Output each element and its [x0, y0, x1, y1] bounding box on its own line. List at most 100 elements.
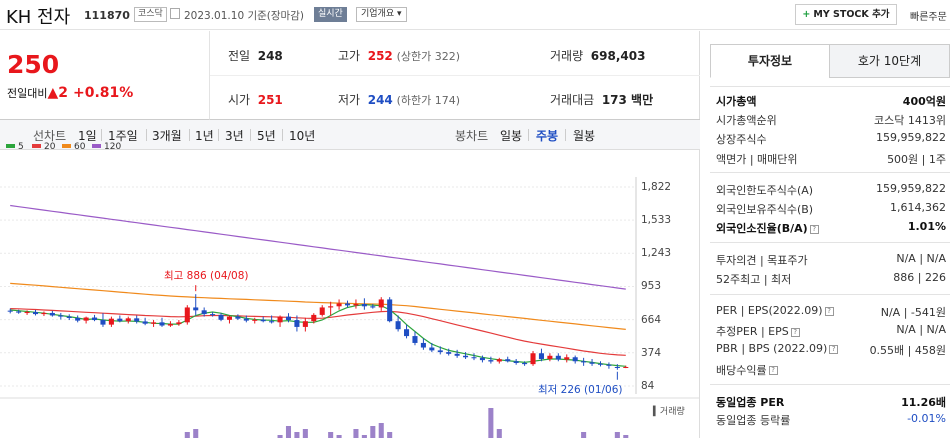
- tab-invest-info[interactable]: 투자정보: [710, 44, 830, 78]
- info-key: 외국인한도주식수(A): [716, 184, 814, 197]
- info-value: 코스닥 1413위: [874, 114, 946, 128]
- info-key: 투자의견 | 목표주가: [716, 254, 808, 267]
- volume-legend: ▍거래량: [653, 407, 685, 417]
- legend-ma120: 120: [92, 142, 121, 152]
- help-icon[interactable]: ?: [768, 366, 778, 376]
- price-change: 전일대비▲2 +0.81%: [7, 85, 133, 101]
- tab-monthly-candle[interactable]: 월봉: [573, 129, 596, 143]
- current-price: 250: [7, 50, 60, 79]
- legend-ma60: 60: [62, 142, 85, 152]
- legend-ma60-swatch: [62, 143, 71, 148]
- tab-weekly-candle[interactable]: 주봉: [536, 129, 559, 143]
- tab-1year[interactable]: 1년: [195, 129, 214, 143]
- info-key: 액면가 | 매매단위: [716, 152, 798, 166]
- realtime-button[interactable]: 실시간: [314, 7, 347, 22]
- volume: 거래량 698,403: [550, 49, 646, 63]
- tab-1day[interactable]: 1일: [78, 129, 97, 143]
- current-price-box: 250 전일대비▲2 +0.81%: [0, 31, 210, 120]
- info-key: PBR | BPS (2022.09)?: [716, 342, 839, 355]
- info-divider: [710, 242, 950, 243]
- reference-date: 2023.01.10 기준(장마감): [184, 10, 304, 22]
- info-key: 배당수익률?: [716, 362, 778, 378]
- up-arrow-icon: ▲: [47, 85, 59, 101]
- quick-order-link[interactable]: 빠른주문: [910, 12, 947, 23]
- company-name: KH 전자: [6, 7, 71, 28]
- help-icon[interactable]: ?: [809, 224, 819, 234]
- info-key: 동일업종 등락률: [716, 414, 791, 427]
- info-value: 500원 | 1주: [887, 152, 946, 166]
- info-divider: [710, 384, 950, 385]
- y-tick-label: 664: [641, 314, 662, 326]
- info-divider: [710, 86, 950, 87]
- tab-1week[interactable]: 1주일: [108, 129, 138, 143]
- price-summary: 전일 248 고가 252 (상한가 322) 거래량 698,403 시가 2…: [210, 31, 700, 120]
- tab-10year[interactable]: 10년: [289, 129, 316, 143]
- info-divider: [710, 172, 950, 173]
- info-key: 시가총액순위: [716, 114, 777, 128]
- high-price: 고가 252 (상한가 322): [338, 49, 461, 63]
- line-chart-label: 선차트: [33, 129, 67, 143]
- info-key: 동일업종 PER: [716, 396, 785, 409]
- stock-code: 111870: [84, 9, 130, 22]
- info-key: 외국인보유주식수(B): [716, 203, 814, 217]
- info-divider: [710, 294, 950, 295]
- y-tick-label: 1,533: [641, 214, 672, 226]
- info-value: 0.55배 | 458원: [869, 344, 946, 358]
- company-overview-button[interactable]: 기업개요 ▾: [356, 7, 407, 22]
- y-tick-label: 1,243: [641, 247, 672, 259]
- legend-ma20-swatch: [32, 143, 41, 148]
- tab-orderbook[interactable]: 호가 10단계: [829, 44, 950, 78]
- info-key: 외국인소진율(B/A)?: [716, 220, 819, 236]
- info-key: 상장주식수: [716, 133, 767, 147]
- low-annotation: 최저 226 (01/06): [538, 384, 623, 396]
- high-annotation: 최고 886 (04/08): [164, 270, 249, 282]
- change-label: 전일대비: [7, 87, 48, 100]
- calendar-icon: [170, 8, 180, 19]
- tab-daily-candle[interactable]: 일봉: [500, 129, 523, 143]
- tab-5year[interactable]: 5년: [257, 129, 276, 143]
- open-price: 시가 251: [228, 93, 283, 107]
- legend-ma5: 5: [6, 142, 24, 152]
- legend-ma5-swatch: [6, 143, 15, 148]
- info-value: 1,614,362: [890, 201, 946, 215]
- info-value: 400억원: [902, 95, 946, 108]
- plus-icon: +: [802, 9, 811, 20]
- change-percent: +0.81%: [73, 85, 134, 101]
- market-badge: 코스닥: [134, 7, 167, 22]
- info-value: 1.01%: [907, 220, 946, 234]
- info-value: 159,959,822: [876, 182, 946, 195]
- info-value: N/A | N/A: [896, 252, 946, 265]
- candle-chart-label: 봉차트: [455, 129, 489, 143]
- y-tick-label: 1,822: [641, 181, 672, 193]
- help-icon[interactable]: ?: [824, 306, 834, 316]
- stock-header: KH 전자 111870 코스닥 2023.01.10 기준(장마감) 실시간 …: [0, 0, 950, 30]
- info-key: 시가총액: [716, 95, 757, 108]
- add-mystock-label: MY STOCK 추가: [813, 9, 890, 20]
- trade-amount: 거래대금 173 백만: [550, 93, 654, 107]
- info-key: 추정PER | EPS?: [716, 323, 800, 339]
- info-value: N/A | -541원: [880, 306, 946, 319]
- price-chart-panel: 250 전일대비▲2 +0.81% 전일 248 고가 252 (상한가 322)…: [0, 31, 700, 438]
- help-icon[interactable]: ?: [829, 344, 839, 354]
- info-value: N/A | N/A: [896, 323, 946, 337]
- info-key: PER | EPS(2022.09)?: [716, 304, 834, 317]
- info-value: -0.01%: [907, 412, 946, 425]
- y-tick-label: 374: [641, 347, 662, 359]
- y-tick-label: 953: [641, 280, 662, 292]
- info-value: 11.26배: [901, 396, 946, 409]
- tab-3year[interactable]: 3년: [225, 129, 244, 143]
- help-icon[interactable]: ?: [790, 327, 800, 337]
- info-value: 159,959,822: [876, 131, 946, 145]
- info-value: 886 | 226: [893, 271, 946, 285]
- add-mystock-button[interactable]: + MY STOCK 추가: [795, 4, 897, 25]
- legend-ma20: 20: [32, 142, 55, 152]
- tab-3month[interactable]: 3개월: [152, 129, 182, 143]
- prev-close: 전일 248: [228, 49, 283, 63]
- y-tick-label: 84: [641, 380, 655, 392]
- chart-period-bar: 선차트 1일 1주일 3개월 1년 3년 5년 10년 봉차트 일봉 주봉 월봉: [0, 120, 700, 150]
- change-value: 2: [58, 85, 69, 101]
- legend-ma120-swatch: [92, 143, 101, 148]
- low-price: 저가 244 (하한가 174): [338, 93, 461, 107]
- info-key: 52주최고 | 최저: [716, 273, 792, 287]
